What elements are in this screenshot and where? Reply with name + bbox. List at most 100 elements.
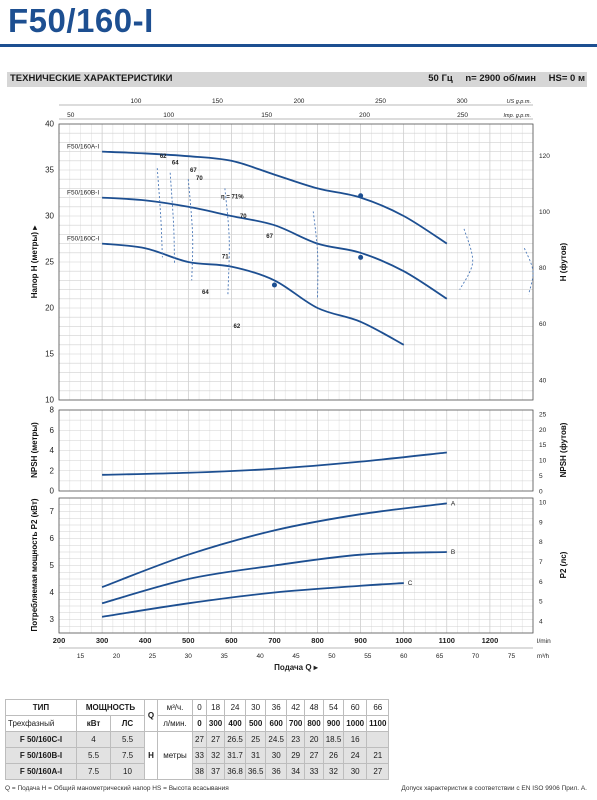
- q-m3h-cell: 0: [192, 699, 207, 716]
- x-tick-label: 300: [96, 636, 109, 645]
- efficiency-curve: [169, 172, 175, 264]
- efficiency-curve: [523, 248, 534, 295]
- plot-frame: [58, 409, 534, 492]
- y-tick-label: 30: [45, 212, 54, 221]
- m3h-tick-label: 50: [328, 653, 336, 660]
- m3h-tick-label: 15: [77, 653, 85, 660]
- x-tick-label: 500: [182, 636, 195, 645]
- y-right-tick: 8: [539, 539, 543, 546]
- y-right-tick: 9: [539, 519, 543, 526]
- y-tick-label: 7: [50, 507, 55, 516]
- imp-gpm-tick: 150: [261, 112, 272, 119]
- x-tick-label: 900: [354, 636, 367, 645]
- section-bar: [7, 72, 587, 87]
- q-m3h-cell: 66: [366, 699, 390, 716]
- imp-gpm-label: Imp. g.p.m.: [503, 113, 531, 119]
- us-gpm-tick: 300: [457, 98, 468, 105]
- table-cell: F 50/160C-I: [5, 731, 77, 748]
- plot-frame: [58, 497, 534, 634]
- efficiency-curve: [156, 168, 163, 258]
- power-axis-title-right: P2 (лс): [559, 551, 568, 578]
- performance-chart: 1015202530354002468345674060801001200510…: [30, 98, 568, 672]
- operating-conditions: 50 Гц n= 2900 об/мин HS= 0 м: [418, 73, 585, 84]
- y-right-tick: 40: [539, 377, 547, 384]
- best-efficiency-point: [271, 282, 277, 288]
- m3h-tick-label: 20: [113, 653, 121, 660]
- m3h-tick-label: 60: [400, 653, 408, 660]
- q-lmin-cell: 1100: [366, 715, 390, 732]
- imp-gpm-tick: 250: [457, 112, 468, 119]
- table-cell: 10: [110, 763, 145, 780]
- section-title: ТЕХНИЧЕСКИЕ ХАРАКТЕРИСТИКИ: [10, 73, 173, 84]
- footer-note: Допуск характеристик в соответствии с EN…: [401, 785, 587, 792]
- table-cell: F 50/160A-I: [5, 763, 77, 780]
- table-cell: 36: [265, 763, 287, 780]
- table-cell: 38: [192, 763, 207, 780]
- q-lmin-cell: 400: [224, 715, 246, 732]
- x-tick-label: 700: [268, 636, 281, 645]
- y-tick-label: 2: [50, 466, 55, 475]
- m3h-tick-label: 45: [292, 653, 300, 660]
- title-rule: [0, 44, 597, 47]
- table-cell: 5.5: [76, 747, 111, 764]
- table-cell: 27: [304, 747, 324, 764]
- table-cell: 31.7: [224, 747, 246, 764]
- y-tick-label: 8: [50, 406, 55, 415]
- series-label: F50/160A-I: [67, 144, 99, 151]
- us-gpm-tick: 200: [294, 98, 305, 105]
- y-tick-label: 3: [50, 615, 55, 624]
- q-lmin-cell: 500: [244, 715, 267, 732]
- m3h-tick-label: 25: [149, 653, 157, 660]
- page-title: F50/160-I: [8, 2, 154, 39]
- y-right-tick: 6: [539, 579, 543, 586]
- q-lmin-cell: 300: [205, 715, 226, 732]
- power-axis-title: Потребляемая мощность P2 (кВт): [30, 498, 39, 631]
- y-tick-label: 6: [50, 426, 55, 435]
- q-m3h-cell: 54: [322, 699, 345, 716]
- table-cell: 32: [322, 763, 345, 780]
- m3h-tick-label: 35: [221, 653, 229, 660]
- y-tick-label: 5: [50, 561, 55, 570]
- table-cell: 7.5: [76, 763, 111, 780]
- table-cell: 33: [192, 747, 207, 764]
- efficiency-curve: [187, 179, 194, 281]
- y-tick-label: 35: [45, 166, 54, 175]
- efficiency-label: 71: [222, 254, 229, 260]
- lmin-unit: л/мин.: [157, 715, 193, 732]
- imp-gpm-tick: 200: [359, 112, 370, 119]
- series-line: [101, 502, 447, 588]
- q-lmin-cell: 0: [192, 715, 207, 732]
- series-line: [101, 582, 404, 618]
- series-line: [101, 551, 447, 605]
- x-tick-label: 600: [225, 636, 238, 645]
- x-tick-label: 400: [139, 636, 152, 645]
- x-axis-title: Подача Q ▸: [274, 663, 319, 672]
- table-cell: 20: [304, 731, 324, 748]
- y-right-tick: 10: [539, 499, 547, 506]
- q-lmin-cell: 1000: [343, 715, 368, 732]
- us-gpm-tick: 100: [130, 98, 141, 105]
- q-lmin-cell: 800: [304, 715, 324, 732]
- m3h-tick-label: 30: [185, 653, 193, 660]
- frequency: 50 Гц: [428, 73, 453, 84]
- table-cell: 32: [205, 747, 226, 764]
- table-row: F 50/160C-I 4 5.5 H метры 27 27 26.5 25 24.5…: [5, 731, 390, 780]
- table-cell: 29: [285, 747, 306, 764]
- table-cell: 31: [244, 747, 267, 764]
- m3h-unit: м³/ч.: [157, 699, 193, 716]
- q-m3h-cell: 42: [285, 699, 306, 716]
- table-cell: 5.5: [110, 731, 145, 748]
- y-tick-label: 4: [50, 588, 55, 597]
- y-right-tick: 5: [539, 599, 543, 606]
- series-label: F50/160C-I: [67, 236, 100, 243]
- y-right-tick: 4: [539, 619, 543, 626]
- efficiency-curve: [312, 211, 319, 299]
- table-row: F 50/160A-I 7.5 10 38 37 36.8 36.5 36 34 33 32 3…: [5, 763, 390, 780]
- q-m3h-cell: 24: [224, 699, 246, 716]
- y-tick-label: 6: [50, 534, 55, 543]
- y-tick-label: 10: [45, 396, 54, 405]
- table-cell: 34: [285, 763, 306, 780]
- series-label: A: [451, 500, 456, 507]
- efficiency-curve: [459, 228, 474, 290]
- kw-unit: кВт: [76, 715, 111, 732]
